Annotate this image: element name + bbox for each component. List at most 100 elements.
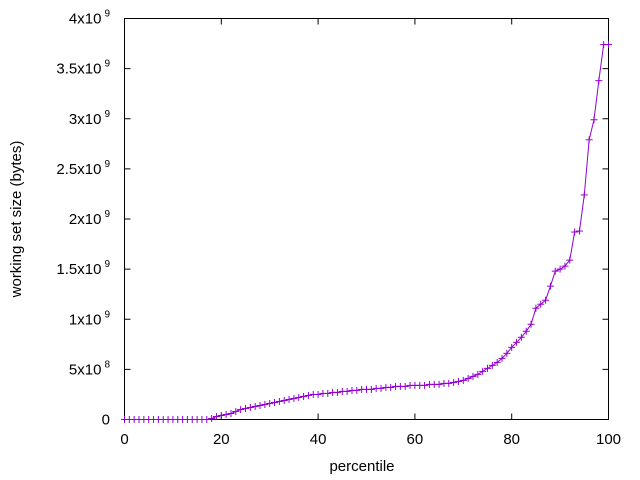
- data-point-marker: [590, 116, 598, 124]
- data-point-marker: [222, 410, 230, 418]
- y-tick-exponent: 9: [104, 159, 110, 170]
- y-tick-mantissa: 3x10: [69, 111, 102, 128]
- y-tick-label: 1x10 9: [69, 309, 111, 328]
- y-tick-mantissa: 4x10: [69, 11, 102, 28]
- x-tick-label: 0: [120, 431, 128, 448]
- data-point-marker: [324, 389, 332, 397]
- data-point-marker: [353, 386, 361, 394]
- plot-frame: [124, 18, 609, 420]
- y-tick-exponent: 9: [104, 59, 110, 70]
- data-point-marker: [546, 282, 554, 290]
- data-point-marker: [212, 412, 220, 420]
- y-tick-mantissa: 1x10: [69, 311, 102, 328]
- data-point-marker: [203, 416, 211, 423]
- data-point-marker: [246, 403, 254, 411]
- y-tick-label: 5x10 8: [69, 359, 111, 378]
- data-point-marker: [566, 256, 574, 264]
- data-point-marker: [377, 384, 385, 392]
- data-point-marker: [450, 378, 458, 386]
- data-point-marker: [295, 393, 303, 401]
- data-point-marker: [575, 227, 583, 235]
- data-point-marker: [484, 364, 491, 372]
- data-point-marker: [498, 354, 506, 362]
- data-point-marker: [300, 392, 308, 400]
- y-tick-label: 1.5x10 9: [56, 259, 110, 278]
- y-tick-mantissa: 3.5x10: [56, 61, 101, 78]
- data-point-marker: [517, 333, 525, 341]
- data-point-marker: [542, 296, 550, 304]
- data-point-marker: [304, 391, 312, 399]
- y-tick-mantissa: 1.5x10: [56, 261, 101, 278]
- data-point-marker: [551, 267, 559, 275]
- y-tick-exponent: 9: [104, 109, 110, 120]
- data-point-marker: [595, 77, 603, 85]
- data-point-marker: [571, 228, 579, 236]
- data-point-marker: [261, 400, 269, 408]
- data-point-marker: [242, 404, 249, 412]
- data-point-marker: [580, 191, 588, 199]
- y-tick-exponent: 9: [104, 9, 110, 20]
- y-tick-exponent: 9: [104, 209, 110, 220]
- y-tick-label: 0: [102, 412, 110, 429]
- data-point-marker: [445, 379, 453, 387]
- series-line-group: [121, 41, 612, 423]
- x-axis-title: percentile: [329, 458, 394, 475]
- data-point-marker: [435, 380, 443, 388]
- y-tick-label: 2.5x10 9: [56, 159, 110, 178]
- y-tick-exponent: 9: [104, 309, 110, 320]
- data-point-marker: [387, 383, 395, 391]
- x-tick-label: 20: [213, 431, 230, 448]
- y-axis-title: working set size (bytes): [8, 141, 25, 299]
- axis-ticks: [124, 18, 609, 420]
- data-point-marker: [556, 265, 564, 273]
- y-tick-mantissa: 0: [102, 412, 110, 429]
- data-point-marker: [275, 397, 283, 405]
- data-point-marker: [217, 411, 225, 419]
- data-point-marker: [227, 409, 235, 417]
- data-point-marker: [266, 399, 274, 407]
- data-point-marker: [208, 414, 216, 422]
- data-point-marker: [532, 304, 540, 312]
- data-point-marker: [561, 262, 569, 270]
- data-point-marker: [605, 41, 612, 49]
- data-point-marker: [474, 370, 482, 378]
- data-point-marker: [401, 382, 409, 390]
- data-point-marker: [280, 396, 288, 404]
- data-point-marker: [232, 407, 240, 415]
- data-point-marker: [421, 381, 429, 389]
- data-point-marker: [333, 388, 341, 396]
- data-point-marker: [285, 395, 293, 403]
- y-tick-label: 3.5x10 9: [56, 59, 110, 78]
- data-point-marker: [459, 376, 467, 384]
- y-tick-exponent: 9: [104, 259, 110, 270]
- data-point-marker: [513, 338, 521, 346]
- data-point-marker: [585, 136, 593, 144]
- y-tick-mantissa: 2x10: [69, 211, 102, 228]
- data-point-marker: [469, 372, 477, 380]
- x-tick-label: 100: [596, 431, 621, 448]
- data-point-marker: [527, 320, 535, 328]
- x-tick-label: 40: [310, 431, 327, 448]
- data-point-marker: [271, 398, 279, 406]
- data-point-marker: [479, 367, 487, 375]
- y-tick-label: 3x10 9: [69, 109, 111, 128]
- y-tick-exponent: 8: [104, 359, 110, 370]
- series-line: [124, 44, 609, 420]
- y-tick-mantissa: 2.5x10: [56, 161, 101, 178]
- data-point-marker: [237, 405, 245, 413]
- x-tick-label: 80: [503, 431, 520, 448]
- data-point-marker: [314, 390, 322, 398]
- data-point-marker: [343, 387, 351, 395]
- data-point-marker: [290, 394, 298, 402]
- data-point-marker: [464, 374, 472, 382]
- data-point-marker: [503, 349, 511, 357]
- y-tick-label: 4x10 9: [69, 9, 111, 28]
- data-point-marker: [493, 358, 501, 366]
- x-tick-label: 60: [407, 431, 424, 448]
- data-point-marker: [488, 361, 496, 369]
- data-point-marker: [508, 343, 516, 351]
- y-tick-mantissa: 5x10: [69, 361, 102, 378]
- data-point-marker: [251, 402, 259, 410]
